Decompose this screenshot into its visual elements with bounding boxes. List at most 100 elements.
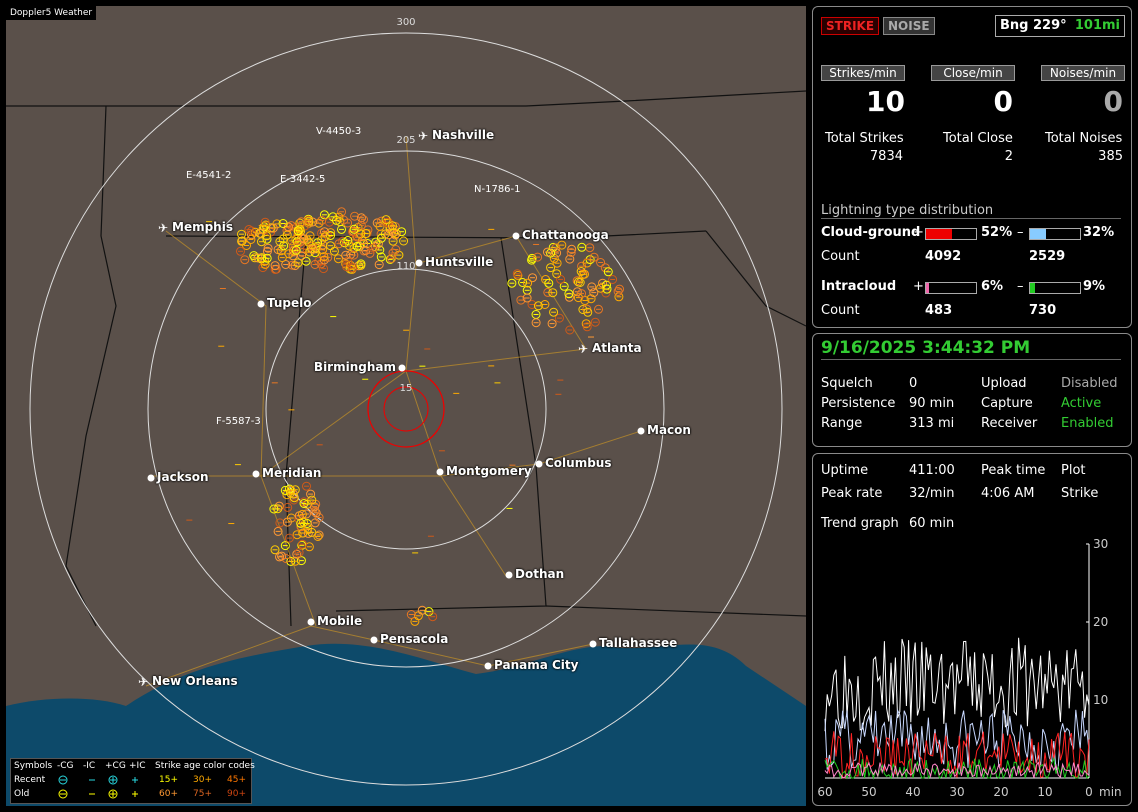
ic-negative-pct: 9% — [1083, 279, 1106, 294]
strike-4-5 — [406, 610, 416, 619]
city-label-tallahassee: Tallahassee — [599, 636, 678, 650]
strike-3-6 — [311, 508, 321, 518]
strike-2-75 — [523, 278, 533, 288]
strike-3-13 — [292, 530, 302, 540]
legend-col-neg-ic: -IC — [83, 761, 96, 771]
trend-x-tick-label: 10 — [1037, 785, 1052, 799]
range-label-205: 205 — [396, 135, 415, 146]
strike-1-55 — [299, 234, 309, 244]
range-ring-0 — [383, 386, 429, 432]
city-dot-icon — [484, 662, 492, 670]
ic-negative-bar — [1029, 282, 1081, 294]
strike-2-49 — [522, 293, 532, 303]
strike-3-54 — [283, 502, 293, 512]
city-label-new-orleans: New Orleans — [152, 674, 238, 688]
strike-1-43 — [258, 263, 268, 273]
strike-0-113 — [350, 211, 360, 221]
lightning-map[interactable]: 300 205 110 15 ✈ ✈ ✈ ✈ Doppler5 Weather Symbols… — [6, 6, 806, 806]
storm-tag[interactable]: V-4450-3 — [316, 126, 362, 137]
strike-3-26 — [282, 517, 292, 527]
strike-1-54 — [293, 239, 303, 249]
strike-2-8 — [567, 244, 577, 254]
city-dot-icon — [307, 618, 315, 626]
storm-tag[interactable]: N-1786-1 — [474, 184, 521, 195]
strike-1-15 — [290, 261, 300, 271]
strike-0-105 — [343, 236, 353, 245]
city-dot-icon — [257, 300, 265, 308]
strike-0-14 — [370, 242, 380, 252]
strike-3-58 — [275, 552, 284, 562]
city-label-tupelo: Tupelo — [267, 296, 312, 310]
city-label-dothan: Dothan — [515, 567, 565, 581]
legend-age-15: 15+ — [159, 775, 178, 785]
strike-3-57 — [313, 532, 323, 541]
cloud-ground-label: Cloud-ground — [821, 225, 921, 240]
city-label-huntsville: Huntsville — [425, 255, 494, 269]
strike-2-54 — [552, 258, 562, 268]
strike-1-58 — [278, 219, 288, 228]
trend-y-tick-label: 30 — [1093, 537, 1108, 551]
trend-series-3 — [824, 756, 1090, 780]
strike-0-98 — [308, 217, 318, 227]
strike-0-122 — [377, 216, 387, 226]
storm-tag[interactable]: F-5587-3 — [216, 416, 261, 427]
strike-1-60 — [262, 253, 272, 263]
storm-tag[interactable]: E-3442-5 — [280, 174, 326, 185]
strike-2-69 — [533, 252, 543, 262]
strike-3-24 — [302, 481, 311, 491]
strike-2-78 — [566, 248, 576, 257]
range-label-15: 15 — [400, 383, 413, 394]
cg-count-label: Count — [821, 249, 860, 264]
plot-value[interactable]: Strike — [1061, 486, 1099, 501]
strike-0-95 — [337, 207, 347, 217]
settings-cell-0-0: Squelch — [821, 376, 873, 391]
strike-1-53 — [308, 244, 318, 254]
trend-series-1 — [824, 708, 1090, 772]
ic-negative-count: 730 — [1029, 303, 1057, 318]
city-dot-icon — [398, 364, 406, 372]
strike-1-65 — [256, 228, 266, 238]
tab-strikes-per-min[interactable]: Strikes/min — [821, 65, 905, 81]
strike-2-67 — [533, 301, 543, 311]
storm-tag[interactable]: E-4541-2 — [186, 170, 232, 181]
strike-2-42 — [512, 269, 522, 279]
strike-0-68 — [350, 235, 360, 245]
strike-4-3 — [428, 612, 438, 622]
tab-close-per-min[interactable]: Close/min — [931, 65, 1015, 81]
trend-x-tick-label: 60 — [817, 785, 832, 799]
legend-age-90: 90+ — [227, 789, 246, 799]
settings-cell-1-0: Persistence — [821, 396, 896, 411]
strike-2-55 — [549, 307, 559, 317]
strike-2-77 — [544, 278, 554, 288]
noise-button[interactable]: NOISE — [883, 17, 935, 35]
total-noises-value: 385 — [1098, 149, 1123, 164]
ic-positive-pct: 6% — [981, 279, 1004, 294]
strike-button[interactable]: STRIKE — [821, 17, 880, 35]
legend-col-pos-ic: +IC — [129, 761, 146, 771]
range-ring-3 — [29, 32, 783, 786]
strike-3-59 — [286, 485, 296, 495]
cg-minus-sign: – — [1017, 225, 1024, 240]
ic-minus-sign: – — [1017, 279, 1024, 294]
window-title: Doppler5 Weather — [6, 6, 97, 20]
tab-noises-per-min[interactable]: Noises/min — [1041, 65, 1125, 81]
strike-3-19 — [269, 504, 279, 514]
peak-rate-value: 32/min — [909, 486, 955, 501]
strike-2-34 — [565, 325, 575, 335]
trend-graph-label: Trend graph — [821, 516, 899, 531]
airport-icon: ✈ — [138, 675, 148, 689]
strike-2-6 — [594, 304, 603, 314]
strike-2-60 — [573, 277, 583, 287]
strike-3-46 — [294, 548, 304, 557]
state-line-fl — [545, 605, 806, 617]
map-canvas[interactable]: 300 205 110 15 ✈ ✈ ✈ ✈ — [6, 6, 806, 806]
trend-x-unit: min — [1099, 785, 1122, 799]
settings-cell-0-3: Disabled — [1061, 376, 1118, 391]
strike-1-69 — [293, 258, 303, 268]
uptime-label: Uptime — [821, 463, 869, 478]
strike-1-33 — [262, 246, 272, 256]
strike-1-34 — [249, 251, 259, 261]
range-label-110: 110 — [396, 261, 415, 272]
strike-3-53 — [299, 517, 308, 527]
legend-age-45: 45+ — [227, 775, 246, 785]
